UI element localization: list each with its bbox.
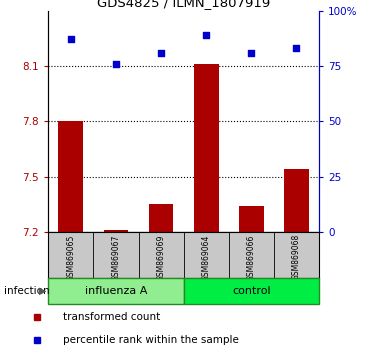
FancyBboxPatch shape xyxy=(184,278,319,304)
Text: GSM869066: GSM869066 xyxy=(247,234,256,281)
Text: influenza A: influenza A xyxy=(85,286,147,296)
Point xyxy=(203,32,209,38)
Text: ▶: ▶ xyxy=(39,286,46,296)
Bar xyxy=(104,230,128,232)
Title: GDS4825 / ILMN_1807919: GDS4825 / ILMN_1807919 xyxy=(97,0,270,10)
Text: GSM869067: GSM869067 xyxy=(111,234,121,281)
FancyBboxPatch shape xyxy=(48,278,184,304)
Point xyxy=(158,50,164,56)
Bar xyxy=(149,204,174,232)
Text: control: control xyxy=(232,286,271,296)
Text: infection: infection xyxy=(4,286,49,296)
Text: GSM869068: GSM869068 xyxy=(292,234,301,280)
Text: GSM869069: GSM869069 xyxy=(157,234,165,281)
Bar xyxy=(239,206,264,232)
Point xyxy=(249,50,255,56)
Text: GSM869065: GSM869065 xyxy=(66,234,75,281)
Bar xyxy=(284,169,309,232)
Bar xyxy=(58,121,83,232)
Point xyxy=(68,36,74,42)
Bar xyxy=(194,64,219,232)
Text: transformed count: transformed count xyxy=(63,312,160,322)
Text: GSM869064: GSM869064 xyxy=(202,234,211,281)
Point xyxy=(293,45,299,51)
Point xyxy=(113,61,119,67)
Text: percentile rank within the sample: percentile rank within the sample xyxy=(63,335,239,346)
